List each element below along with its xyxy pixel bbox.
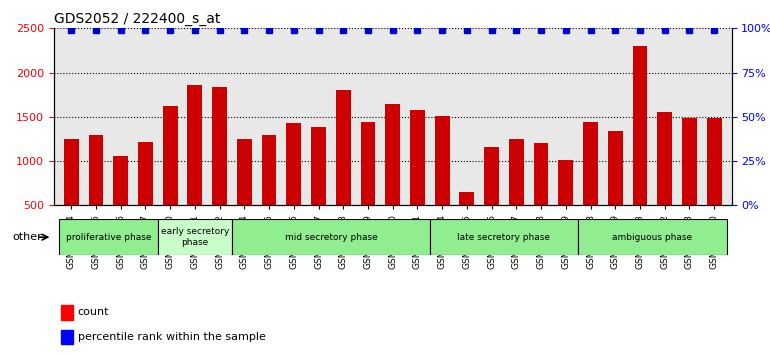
Bar bbox=[707, 118, 721, 250]
Bar bbox=[385, 104, 400, 250]
Bar bbox=[534, 143, 548, 250]
Bar bbox=[336, 90, 350, 250]
Bar bbox=[311, 127, 326, 250]
Bar bbox=[286, 123, 301, 250]
Bar bbox=[658, 112, 672, 250]
Bar bbox=[558, 160, 573, 250]
FancyBboxPatch shape bbox=[232, 219, 430, 255]
Bar bbox=[360, 122, 376, 250]
Bar bbox=[435, 116, 450, 250]
Bar bbox=[213, 87, 227, 250]
Bar bbox=[682, 118, 697, 250]
Text: early secretory
phase: early secretory phase bbox=[161, 228, 229, 247]
Bar bbox=[138, 143, 152, 250]
Bar bbox=[89, 136, 103, 250]
Bar bbox=[509, 139, 524, 250]
Text: proliferative phase: proliferative phase bbox=[65, 233, 151, 242]
FancyBboxPatch shape bbox=[59, 219, 158, 255]
Text: GDS2052 / 222400_s_at: GDS2052 / 222400_s_at bbox=[54, 12, 220, 26]
Bar bbox=[162, 106, 178, 250]
Text: late secretory phase: late secretory phase bbox=[457, 233, 551, 242]
FancyBboxPatch shape bbox=[430, 219, 578, 255]
Bar bbox=[113, 156, 128, 250]
FancyBboxPatch shape bbox=[578, 219, 727, 255]
Bar bbox=[460, 192, 474, 250]
Text: percentile rank within the sample: percentile rank within the sample bbox=[78, 332, 266, 342]
Bar bbox=[410, 110, 425, 250]
Bar bbox=[484, 147, 499, 250]
Bar bbox=[237, 139, 252, 250]
Bar bbox=[583, 122, 598, 250]
Bar bbox=[633, 46, 648, 250]
Text: count: count bbox=[78, 307, 109, 317]
FancyBboxPatch shape bbox=[158, 219, 232, 255]
Text: other: other bbox=[12, 232, 42, 242]
Text: mid secretory phase: mid secretory phase bbox=[284, 233, 377, 242]
Bar bbox=[187, 85, 203, 250]
Bar bbox=[61, 330, 73, 344]
Bar bbox=[61, 305, 73, 320]
Bar bbox=[64, 139, 79, 250]
Text: ambiguous phase: ambiguous phase bbox=[612, 233, 692, 242]
Bar bbox=[608, 131, 623, 250]
Bar bbox=[262, 135, 276, 250]
